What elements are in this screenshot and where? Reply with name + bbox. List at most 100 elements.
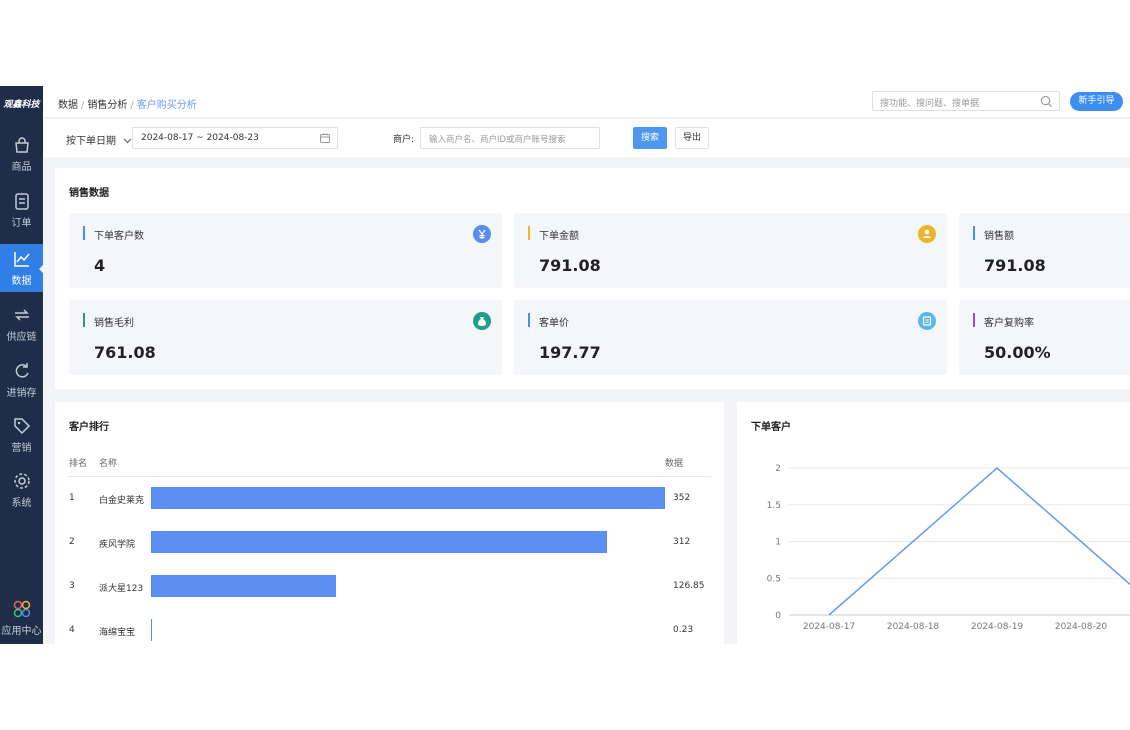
breadcrumb-data[interactable]: 数据 [58,100,78,111]
ranking-bar [151,575,337,597]
x-tick-label: 2024-08-19 [971,622,1024,632]
metric-card-sales: 销售额 791.08 [959,213,1130,288]
ranking-bar [151,487,665,509]
date-range-value: 2024-08-17 ~ 2024-08-23 [141,133,259,143]
date-range-picker[interactable]: 2024-08-17 ~ 2024-08-23 [132,127,338,149]
breadcrumb-current: 客户购买分析 [136,100,197,111]
sales-title: 销售数据 [69,188,109,199]
ranking-row[interactable]: 4 海绵宝宝 0.23 [55,619,724,641]
customer-name: 派大星123 [99,584,144,594]
metric-bar [973,226,975,240]
sidebar-item-label: 数据 [11,276,32,287]
merchant-label: 商户: [393,135,415,145]
metric-value: 761.08 [94,343,156,362]
y-tick-label: 0.5 [767,574,781,584]
calendar-icon [320,133,330,143]
customer-ranking-panel: 客户排行 排名 名称 数据 1 白金史莱克 352 2 疾风学院 312 3 派… [55,402,724,644]
breadcrumb: 数据 / 销售分析 / 客户购买分析 [58,100,197,111]
refresh-icon [15,363,29,378]
metric-card-repurchase-rate: 客户复购率 50.00% [959,300,1130,375]
search-icon[interactable] [1040,95,1053,108]
sidebar-item-data[interactable]: 数据 [0,244,44,292]
bar-axis [151,619,152,641]
sidebar-item-orders[interactable]: 订单 [0,186,43,234]
metric-label: 下单金额 [539,231,579,242]
moneybag-icon [473,312,491,330]
rank-header: 排名 [69,459,88,469]
rank-number: 2 [69,537,75,547]
metric-bar [973,313,975,327]
rank-number: 3 [69,581,75,591]
customer-name: 疾风学院 [99,540,136,550]
metric-bar [528,313,530,327]
sidebar-item-label: 供应链 [6,332,37,343]
ranking-row[interactable]: 1 白金史莱克 352 [55,487,724,509]
customer-name: 海绵宝宝 [99,628,136,638]
ranking-row[interactable]: 3 派大星123 126.85 [55,575,724,597]
metric-label: 销售毛利 [94,318,134,329]
sidebar-item-label: 营销 [11,443,32,454]
ranking-bar [151,531,607,553]
app-window: 观鑫科技 商品 订单 数据 供应链 进销存 营销 系统 [0,86,1130,644]
metric-value: 4 [94,256,106,275]
sales-panel: 销售数据 下单客户数 4 下单金额 791.08 销售额 791.08 销售毛利… [55,168,1130,389]
ranking-value: 312 [673,537,691,547]
brand-logo: 观鑫科技 [3,99,40,110]
sidebar-item-label: 订单 [11,218,32,229]
ranking-value: 352 [673,493,691,503]
tag-icon [13,418,30,435]
metric-card-order-customers: 下单客户数 4 [69,213,502,288]
metric-value: 791.08 [984,256,1046,275]
metric-label: 客单价 [539,318,569,329]
export-button[interactable]: 导出 [675,127,709,149]
metric-label: 客户复购率 [984,318,1034,329]
metric-value: 197.77 [539,343,601,362]
sidebar-item-label: 应用中心 [1,626,42,637]
metric-label: 下单客户数 [94,231,144,242]
user-icon [918,225,936,243]
name-header: 名称 [99,459,118,469]
apps-icon [13,600,30,618]
y-tick-label: 2 [775,464,781,474]
order-customers-panel: 下单客户 0 0.5 1 1.5 2 2024-08-17 2024-08-18 2024-0… [737,402,1130,644]
sidebar-item-inventory[interactable]: 进销存 [0,356,43,404]
merchant-placeholder: 输入商户名、商户ID或商户账号搜索 [429,135,566,145]
document-icon [14,193,29,210]
sidebar-item-supply-chain[interactable]: 供应链 [0,300,43,348]
sidebar-item-app-center[interactable]: 应用中心 [0,594,43,642]
sidebar-item-label: 商品 [11,162,32,173]
sidebar-item-label: 进销存 [6,388,37,399]
metric-card-gross-profit: 销售毛利 761.08 [69,300,502,375]
metric-label: 销售额 [984,231,1014,242]
x-tick-label: 2024-08-18 [887,622,940,632]
ranking-value: 0.23 [673,625,694,635]
search-button[interactable]: 搜索 [633,127,667,149]
ranking-value: 126.85 [673,581,705,591]
header-divider [69,476,711,477]
sidebar: 观鑫科技 商品 订单 数据 供应链 进销存 营销 系统 [0,86,44,644]
sidebar-item-system[interactable]: 系统 [0,466,43,514]
date-type-select[interactable]: 按下单日期 [66,132,132,147]
chart-title: 下单客户 [751,422,791,433]
y-tick-label: 1.5 [767,501,781,511]
x-tick-label: 2024-08-20 [1055,622,1108,632]
series-line [828,467,1130,616]
metric-bar [83,313,85,327]
metric-value: 50.00% [984,343,1051,362]
sidebar-item-marketing[interactable]: 营销 [0,411,43,459]
gear-icon [13,473,30,489]
breadcrumb-sales-analysis[interactable]: 销售分析 [87,100,128,111]
metric-card-avg-price: 客单价 197.77 [514,300,947,375]
merchant-search-input[interactable]: 输入商户名、商户ID或商户账号搜索 [420,127,600,149]
global-search-input[interactable]: 搜功能、搜问题、搜单据 [872,91,1060,111]
guide-button[interactable]: 新手引导 [1070,92,1123,111]
data-header: 数据 [665,459,684,469]
receipt-icon [918,312,936,330]
sidebar-item-goods[interactable]: 商品 [0,130,43,178]
metric-bar [528,226,530,240]
rank-number: 4 [69,625,75,635]
filter-bar: 按下单日期 2024-08-17 ~ 2024-08-23 商户: 输入商户名、… [43,119,1130,157]
metric-bar [83,226,85,240]
top-bar: 数据 / 销售分析 / 客户购买分析 搜功能、搜问题、搜单据 新手引导 [43,86,1130,118]
ranking-row[interactable]: 2 疾风学院 312 [55,531,724,553]
